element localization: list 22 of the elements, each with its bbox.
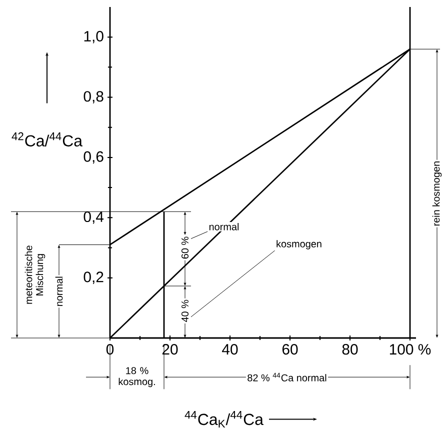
text: rein kosmogen <box>432 162 442 226</box>
text: normal <box>55 276 63 306</box>
x-tick-label: 80 <box>342 344 358 355</box>
y-tick-label: 0,6 <box>84 151 104 164</box>
x-tick-label: 40 <box>222 344 238 355</box>
x-tick-label: 20 <box>162 344 178 355</box>
x-tick-label: 0 <box>106 344 114 355</box>
y-tick-label: 0,4 <box>84 211 104 224</box>
x-tick-label: 60 <box>282 344 298 355</box>
annotation: normal <box>209 223 239 230</box>
annotation: kosmogen <box>276 240 322 250</box>
text: meteoritische Mischung <box>24 246 46 304</box>
text: 82 % $^{44}$Ca normal <box>248 372 326 382</box>
y-tick-label: 0,2 <box>84 272 104 284</box>
y-axis-title: $^{42}$Ca/$^{44}$Ca <box>12 132 82 146</box>
y-tick-label: 0,8 <box>84 91 104 104</box>
x-tick-label: 100 % <box>390 344 431 355</box>
y-tick-label: 1,0 <box>84 30 104 44</box>
annotation: 60 % <box>181 236 189 259</box>
x-axis-title: $^{44}$Ca$_{K}$/$^{44}$Ca <box>184 411 264 428</box>
text: 18 % kosmog. <box>118 367 155 388</box>
annotation: 40 % <box>181 300 189 322</box>
